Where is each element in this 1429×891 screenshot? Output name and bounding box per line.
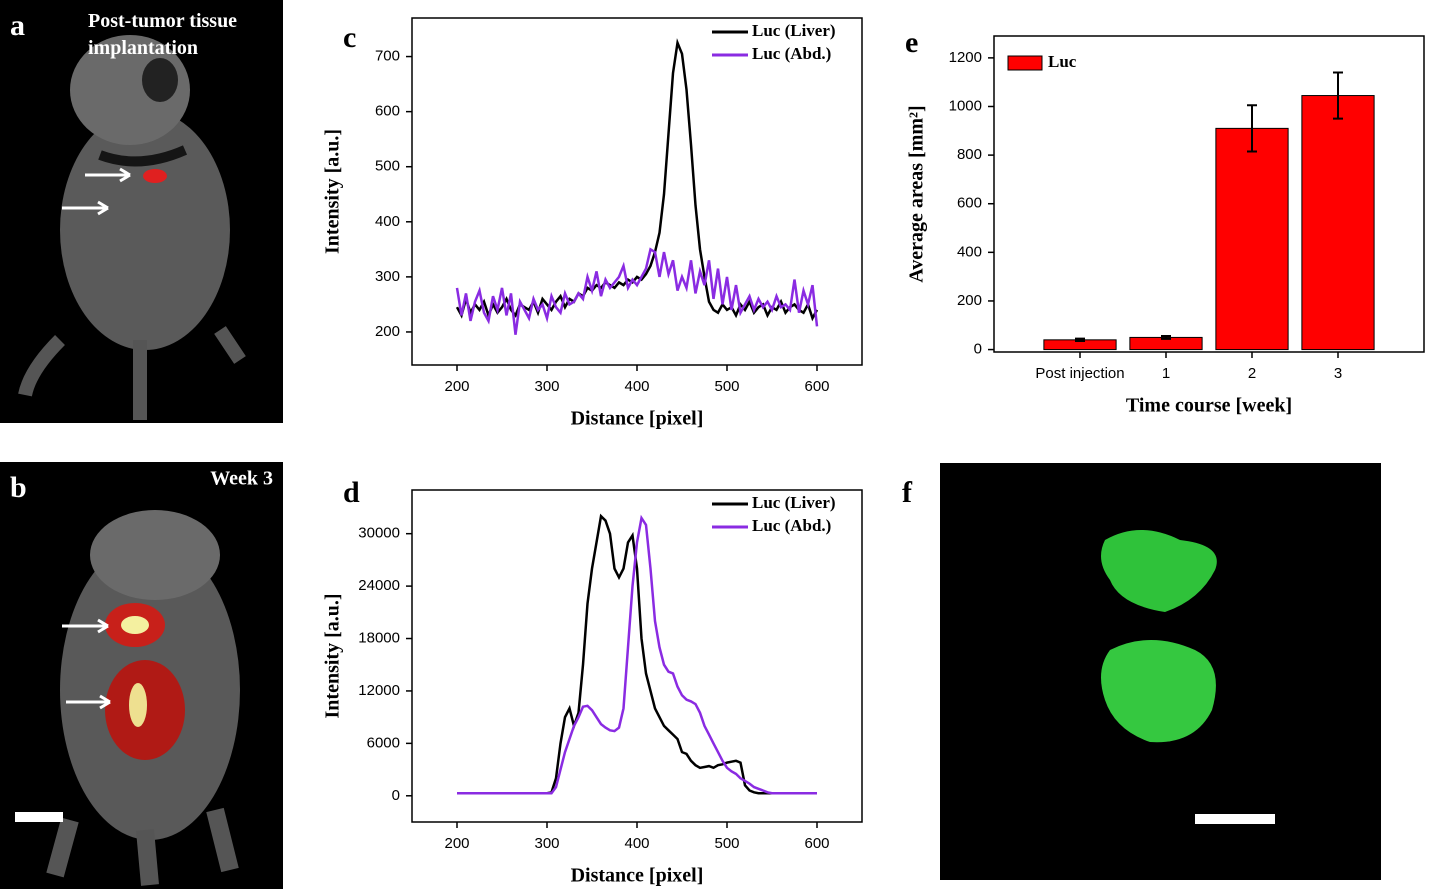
line-series [455,247,819,335]
panel-label: f [902,476,913,509]
y-tick-label: 6000 [367,734,400,751]
bar [1301,95,1375,351]
y-axis-title: Intensity [a.u.] [322,593,344,718]
panel-label: e [905,26,918,59]
x-tick-label: Post injection [1035,365,1124,382]
y-tick-label: 18000 [358,629,400,646]
line-series [457,513,817,795]
x-tick-label: 400 [624,378,649,395]
y-tick-label: 30000 [358,525,400,542]
legend-label: Luc (Abd.) [752,44,831,63]
x-tick-label: 600 [804,378,829,395]
y-tick-label: 400 [957,243,982,260]
x-tick-label: 500 [714,835,739,852]
legend-swatch [1007,55,1043,71]
x-tick-label: 1 [1162,365,1170,382]
x-tick-label: 500 [714,378,739,395]
y-tick-label: 200 [957,292,982,309]
legend-label: Luc (Liver) [752,21,836,40]
x-axis-title: Time course [week] [1126,395,1292,417]
image-caption: Week 3 [210,468,273,490]
y-axis-title: Intensity [a.u.] [322,129,344,254]
x-tick-label: 300 [534,835,559,852]
y-tick-label: 1000 [949,97,982,114]
x-axis-title: Distance [pixel] [571,865,704,887]
y-tick-label: 400 [375,213,400,230]
y-tick-label: 0 [392,787,400,804]
y-tick-label: 300 [375,268,400,285]
image-caption: Post-tumor tissue implantation [88,10,238,59]
legend-label: Luc (Abd.) [752,516,831,535]
bar [1215,127,1289,351]
x-tick-label: 400 [624,835,649,852]
plot-frame [993,35,1425,353]
legend-label: Luc [1048,52,1077,71]
y-axis-title: Average areas [mm²] [906,105,928,282]
panel-label: a [10,9,25,42]
error-bar [1333,71,1343,120]
image-panel-a [0,0,283,423]
x-tick-label: 200 [444,835,469,852]
x-tick-label: 600 [804,835,829,852]
y-tick-label: 800 [957,146,982,163]
y-tick-label: 700 [375,48,400,65]
y-tick-label: 12000 [358,682,400,699]
panel-label: c [343,21,356,54]
y-tick-label: 600 [957,195,982,212]
image-panel-f [940,463,1381,880]
image-panel-b [0,462,283,889]
plot-frame [411,17,863,366]
y-tick-label: 1200 [949,49,982,66]
panel-label: b [10,471,27,504]
x-tick-label: 2 [1248,365,1256,382]
y-tick-label: 600 [375,103,400,120]
error-bar [1247,104,1257,153]
error-bar [1075,337,1085,343]
line-series [457,514,817,795]
legend-label: Luc (Liver) [752,493,836,512]
x-tick-label: 300 [534,378,559,395]
y-tick-label: 500 [375,158,400,175]
y-tick-label: 0 [974,341,982,358]
x-axis-title: Distance [pixel] [571,408,704,430]
x-tick-label: 3 [1334,365,1342,382]
y-tick-label: 200 [375,323,400,340]
x-tick-label: 200 [444,378,469,395]
panel-label: d [343,476,360,509]
line-series [455,38,819,322]
y-tick-label: 24000 [358,577,400,594]
error-bar [1161,334,1171,340]
